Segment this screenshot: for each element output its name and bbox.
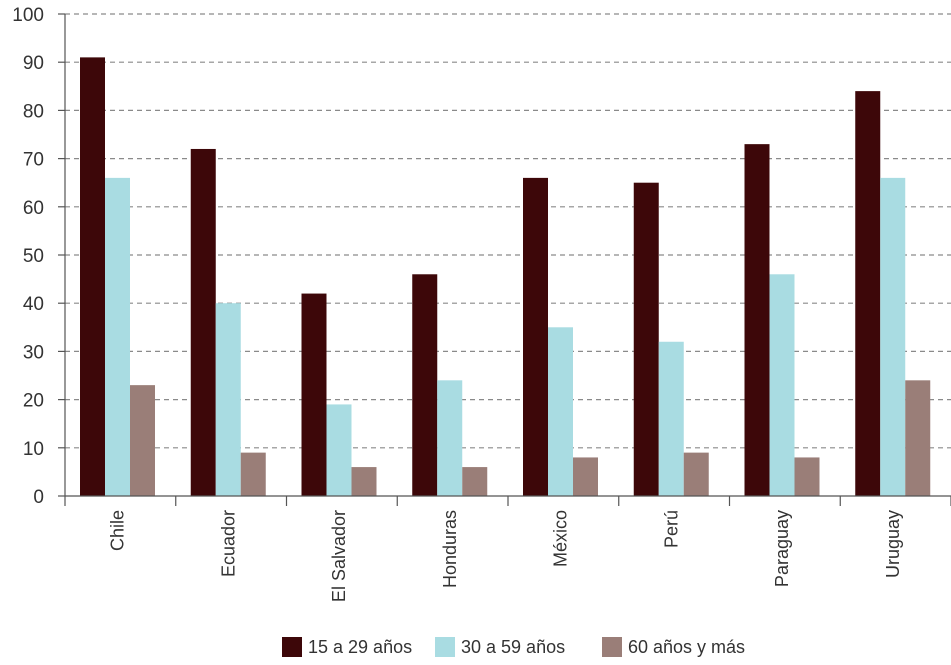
bar-honduras-series-3 <box>462 467 488 496</box>
legend-label-1: 15 a 29 años <box>308 637 412 657</box>
bar-paraguay-series-3 <box>794 457 820 496</box>
bar-perú-series-2 <box>658 341 684 496</box>
y-tick-label: 40 <box>23 294 44 315</box>
bar-honduras-series-2 <box>437 380 463 496</box>
y-tick-label: 30 <box>23 342 44 363</box>
bar-honduras-series-1 <box>412 274 438 496</box>
bar-perú-series-3 <box>683 452 709 496</box>
x-tick-label: Chile <box>108 510 128 551</box>
y-tick-label: 20 <box>23 391 44 412</box>
bar-el-salvador-series-2 <box>326 404 352 496</box>
y-tick-label: 100 <box>12 5 44 26</box>
bar-chile-series-3 <box>130 385 155 496</box>
y-tick-label: 50 <box>23 246 44 267</box>
x-tick-label: Uruguay <box>883 510 903 578</box>
bar-uruguay-series-2 <box>880 177 906 496</box>
x-tick-label: Honduras <box>440 510 460 588</box>
bar-paraguay-series-2 <box>769 274 795 496</box>
bars <box>80 57 931 497</box>
bar-perú-series-1 <box>633 182 659 496</box>
y-tick-label: 90 <box>23 53 44 74</box>
bar-paraguay-series-1 <box>744 144 770 496</box>
bar-el-salvador-series-3 <box>351 467 377 496</box>
legend-label-2: 30 a 59 años <box>461 637 565 657</box>
y-tick-label: 10 <box>23 439 44 460</box>
bar-méxico-series-3 <box>573 457 598 496</box>
legend-label-3: 60 años y más <box>628 637 745 657</box>
bar-ecuador-series-2 <box>215 303 241 496</box>
x-tick-label: Ecuador <box>218 510 238 577</box>
bar-chile-series-2 <box>105 177 130 496</box>
bar-méxico-series-2 <box>548 327 573 496</box>
legend-swatch-1 <box>282 637 302 657</box>
bar-méxico-series-1 <box>523 177 548 496</box>
bar-uruguay-series-1 <box>855 91 881 497</box>
bar-el-salvador-series-1 <box>301 293 327 496</box>
bar-uruguay-series-3 <box>905 380 931 496</box>
bar-chile-series-1 <box>80 57 105 496</box>
y-axis: 0 10 20 30 40 50 60 70 80 90 100 <box>12 5 66 508</box>
legend: 15 a 29 años 30 a 59 años 60 años y más <box>282 637 745 657</box>
x-tick-label: El Salvador <box>329 510 349 602</box>
x-tick-label: Perú <box>661 510 681 548</box>
legend-swatch-3 <box>602 637 622 657</box>
y-tick-label: 70 <box>23 150 44 171</box>
y-tick-label: 60 <box>23 198 44 219</box>
bar-ecuador-series-3 <box>240 452 266 496</box>
x-tick-label: Paraguay <box>772 510 792 587</box>
x-tick-label: México <box>551 510 571 567</box>
x-axis: Chile Ecuador El Salvador Honduras México Per… <box>64 495 951 602</box>
legend-swatch-2 <box>435 637 455 657</box>
y-tick-label: 0 <box>33 487 44 508</box>
bar-ecuador-series-1 <box>190 148 216 496</box>
y-tick-label: 80 <box>23 101 44 122</box>
